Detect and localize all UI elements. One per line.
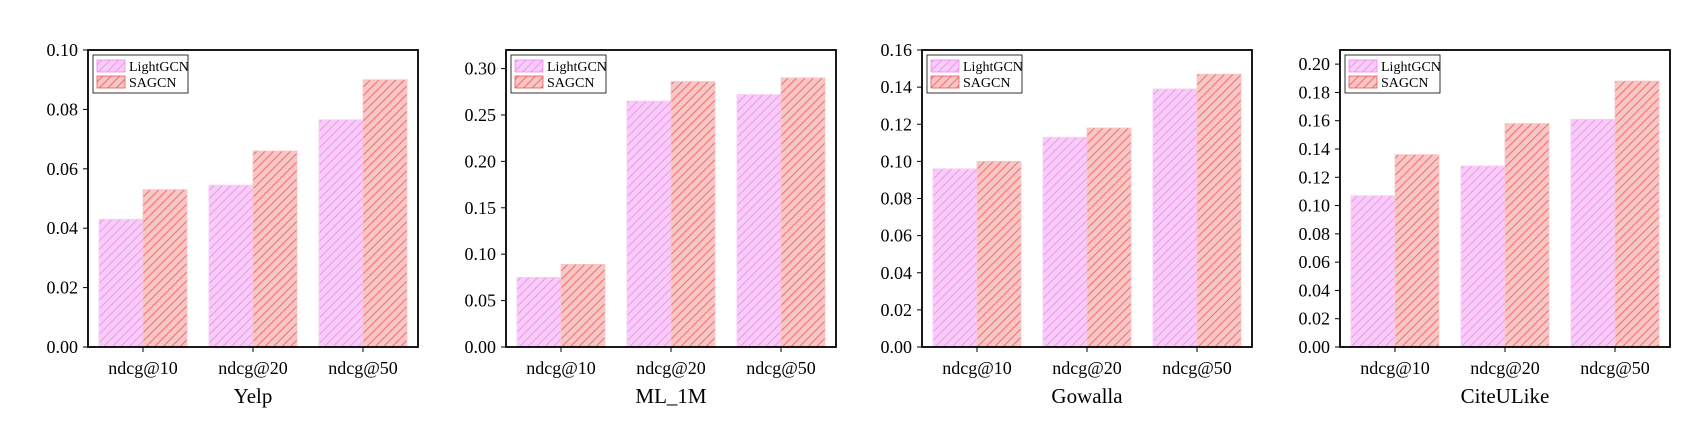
y-tick-label: 0.08 xyxy=(47,99,79,119)
y-tick-label: 0.04 xyxy=(881,263,913,283)
legend-swatch-sagcn xyxy=(514,75,544,89)
legend-label-sagcn: SAGCN xyxy=(963,76,1010,91)
y-tick-label: 0.15 xyxy=(465,198,497,218)
y-tick-label: 0.08 xyxy=(1299,224,1331,244)
y-tick-label: 0.14 xyxy=(1299,139,1331,159)
bar-sagcn-ndcg-10 xyxy=(1394,154,1440,348)
bar-lightgcn-ndcg-50 xyxy=(1570,118,1616,348)
y-tick-label: 0.10 xyxy=(881,151,913,171)
y-tick-label: 0.02 xyxy=(1299,309,1331,329)
x-tick-label: ndcg@20 xyxy=(218,358,288,378)
axes-frame xyxy=(1339,49,1671,348)
bar-sagcn-ndcg-20 xyxy=(670,81,716,348)
x-tick-label: ndcg@50 xyxy=(1580,358,1650,378)
bar-lightgcn-ndcg-10 xyxy=(932,168,978,348)
y-tick-label: 0.18 xyxy=(1299,82,1331,102)
y-tick-label: 0.16 xyxy=(881,40,913,60)
chart-panel-yelp: ndcg@10 ndcg@20 ndcg@50 0.00 0.02 0.04 0.06 0.0… xyxy=(47,40,419,408)
legend-label-lightgcn: LightGCN xyxy=(547,60,607,75)
y-tick-label: 0.05 xyxy=(465,291,497,311)
y-tick-label: 0.00 xyxy=(881,337,913,357)
legend-label-sagcn: SAGCN xyxy=(1381,76,1428,91)
legend-label-lightgcn: LightGCN xyxy=(963,60,1023,75)
legend-label-lightgcn: LightGCN xyxy=(129,60,189,75)
legend-label-sagcn: SAGCN xyxy=(547,76,594,91)
x-tick-label: ndcg@10 xyxy=(108,358,178,378)
x-tick-label: ndcg@50 xyxy=(746,358,816,378)
y-tick-label: 0.06 xyxy=(47,159,79,179)
y-tick-label: 0.12 xyxy=(1299,167,1331,187)
bar-sagcn-ndcg-50 xyxy=(362,79,408,348)
y-tick-label: 0.10 xyxy=(47,40,79,60)
x-tick-label: ndcg@10 xyxy=(526,358,596,378)
y-tick-label: 0.04 xyxy=(1299,280,1331,300)
legend-swatch-lightgcn xyxy=(96,59,126,73)
subplot-title: Gowalla xyxy=(1051,384,1123,408)
y-tick-label: 0.04 xyxy=(47,218,79,238)
legend-label-sagcn: SAGCN xyxy=(129,76,176,91)
bar-lightgcn-ndcg-20 xyxy=(1460,165,1506,348)
subplot-title: CiteULike xyxy=(1461,384,1550,408)
axes-frame xyxy=(87,49,419,348)
y-tick-label: 0.06 xyxy=(881,226,913,246)
bar-sagcn-ndcg-20 xyxy=(252,150,298,348)
axes-frame xyxy=(505,49,837,348)
bar-lightgcn-ndcg-10 xyxy=(1350,195,1396,348)
bar-lightgcn-ndcg-50 xyxy=(736,94,782,348)
y-tick-label: 0.30 xyxy=(465,59,497,79)
x-tick-label: ndcg@20 xyxy=(636,358,706,378)
y-tick-label: 0.20 xyxy=(1299,54,1331,74)
bar-lightgcn-ndcg-10 xyxy=(98,218,144,348)
y-tick-label: 0.10 xyxy=(465,244,497,264)
y-tick-label: 0.25 xyxy=(465,105,497,125)
legend-swatch-sagcn xyxy=(96,75,126,89)
bar-sagcn-ndcg-10 xyxy=(142,189,188,348)
bar-sagcn-ndcg-20 xyxy=(1086,127,1132,348)
legend-swatch-lightgcn xyxy=(930,59,960,73)
bar-sagcn-ndcg-50 xyxy=(780,77,826,348)
y-tick-label: 0.10 xyxy=(1299,196,1331,216)
y-tick-label: 0.00 xyxy=(47,337,79,357)
legend-swatch-sagcn xyxy=(1348,75,1378,89)
bar-sagcn-ndcg-50 xyxy=(1196,73,1242,348)
bar-sagcn-ndcg-20 xyxy=(1504,123,1550,348)
y-tick-label: 0.00 xyxy=(465,337,497,357)
bar-lightgcn-ndcg-50 xyxy=(318,119,364,348)
y-tick-label: 0.06 xyxy=(1299,252,1331,272)
y-tick-label: 0.00 xyxy=(1299,337,1331,357)
x-tick-label: ndcg@50 xyxy=(1162,358,1232,378)
bar-lightgcn-ndcg-20 xyxy=(1042,136,1088,348)
subplot-title: ML_1M xyxy=(635,384,707,408)
x-tick-label: ndcg@10 xyxy=(942,358,1012,378)
y-tick-label: 0.12 xyxy=(881,114,913,134)
chart-panel-gowalla: ndcg@10 ndcg@20 ndcg@50 0.00 0.02 0.04 0.06 0.0… xyxy=(881,40,1253,408)
y-tick-label: 0.02 xyxy=(47,278,79,298)
subplot-title: Yelp xyxy=(234,384,273,408)
legend-swatch-lightgcn xyxy=(1348,59,1378,73)
bar-lightgcn-ndcg-50 xyxy=(1152,88,1198,348)
y-tick-label: 0.08 xyxy=(881,189,913,209)
x-tick-label: ndcg@10 xyxy=(1360,358,1430,378)
bar-lightgcn-ndcg-20 xyxy=(208,184,254,348)
x-tick-label: ndcg@20 xyxy=(1052,358,1122,378)
x-tick-label: ndcg@20 xyxy=(1470,358,1540,378)
chart-panel-citeulike: ndcg@10 ndcg@20 ndcg@50 0.00 0.02 0.04 0.06 0.0… xyxy=(1299,49,1671,408)
legend-swatch-lightgcn xyxy=(514,59,544,73)
bar-sagcn-ndcg-50 xyxy=(1614,80,1660,348)
x-tick-label: ndcg@50 xyxy=(328,358,398,378)
y-tick-label: 0.02 xyxy=(881,300,913,320)
axes-frame xyxy=(921,49,1253,348)
chart-panel-ml-1m: ndcg@10 ndcg@20 ndcg@50 0.00 0.05 0.10 0.15 0.2… xyxy=(465,49,837,408)
bar-sagcn-ndcg-10 xyxy=(976,160,1022,348)
y-tick-label: 0.14 xyxy=(881,77,913,97)
legend-swatch-sagcn xyxy=(930,75,960,89)
y-tick-label: 0.20 xyxy=(465,151,497,171)
bar-lightgcn-ndcg-10 xyxy=(516,276,562,348)
y-tick-label: 0.16 xyxy=(1299,111,1331,131)
bar-lightgcn-ndcg-20 xyxy=(626,100,672,348)
bar-sagcn-ndcg-10 xyxy=(560,263,606,348)
legend-label-lightgcn: LightGCN xyxy=(1381,60,1441,75)
